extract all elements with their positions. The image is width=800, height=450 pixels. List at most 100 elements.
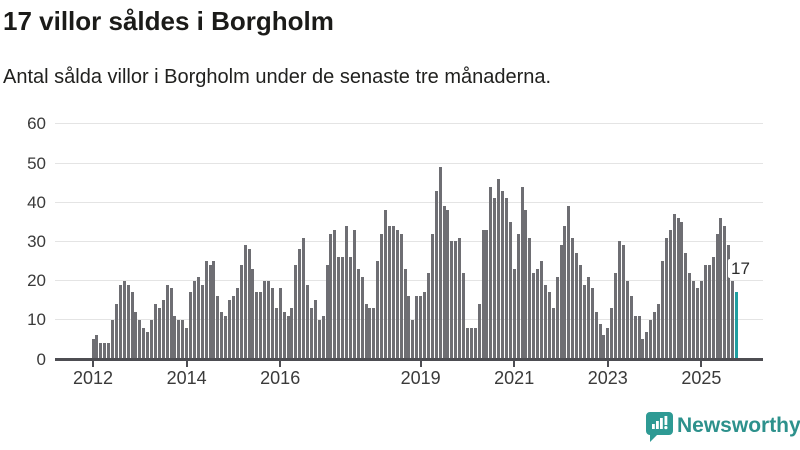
bar (107, 343, 111, 359)
bar (528, 237, 532, 359)
x-axis-tick (185, 360, 188, 367)
bar (454, 241, 458, 359)
bar (524, 210, 528, 359)
bar (485, 229, 489, 359)
bar (150, 319, 153, 359)
bar (122, 280, 126, 359)
bar (559, 245, 563, 359)
bar (321, 315, 325, 359)
bar (220, 311, 224, 359)
bar (173, 315, 177, 359)
bar (348, 257, 352, 359)
bar (430, 233, 434, 359)
gridline (55, 201, 763, 203)
bar (157, 308, 161, 359)
x-axis-tick-label: 2014 (166, 368, 207, 388)
bar (657, 304, 660, 359)
value-annotation: 17 (728, 259, 753, 278)
gridline (55, 162, 763, 164)
page-title: 17 villor såldes i Borgholm (3, 6, 334, 36)
bar (688, 272, 692, 359)
bar (664, 237, 668, 359)
bar (228, 300, 231, 359)
bar (614, 272, 618, 359)
bar (329, 233, 333, 359)
bar (645, 331, 649, 359)
bar (469, 327, 473, 359)
bar (204, 261, 208, 359)
bar (582, 284, 586, 359)
x-axis-line (55, 358, 763, 361)
bar (536, 268, 540, 359)
bar (637, 315, 641, 359)
bar (715, 233, 719, 359)
bar (126, 284, 130, 359)
gridline (55, 240, 763, 242)
bar (290, 308, 294, 359)
bar (692, 280, 696, 359)
bar (731, 280, 735, 359)
y-axis-tick-label: 0 (36, 349, 46, 369)
x-axis-tick-label: 2019 (400, 368, 441, 388)
y-axis-tick-label: 40 (27, 192, 46, 212)
bar (189, 292, 192, 359)
bar (606, 327, 610, 359)
bar (516, 233, 520, 359)
bar (239, 264, 243, 359)
bar (192, 280, 196, 359)
newsworthy-logo: Newsworthy (644, 411, 800, 447)
y-axis-tick-label: 60 (27, 114, 46, 134)
bar (368, 308, 372, 359)
bar (551, 308, 555, 359)
bar (504, 198, 508, 359)
bar (489, 186, 493, 359)
bar (563, 225, 567, 359)
bar (395, 229, 399, 359)
bar (419, 296, 423, 359)
bar (473, 327, 477, 359)
bar (672, 214, 676, 359)
bar (235, 288, 239, 359)
x-axis-tick (279, 360, 282, 367)
x-axis-tick (700, 360, 703, 367)
bar (629, 296, 633, 359)
bar (153, 304, 157, 359)
bar (411, 319, 415, 359)
bar (196, 276, 200, 359)
gridline (55, 123, 763, 125)
bar (477, 304, 481, 359)
bar (259, 292, 263, 359)
bar (103, 343, 107, 359)
brand-name: Newsworthy (677, 414, 800, 437)
bar (423, 292, 426, 359)
bar (181, 319, 185, 359)
bar (555, 276, 559, 359)
bar (177, 319, 181, 359)
x-axis-tick (419, 360, 422, 367)
bar (668, 229, 672, 359)
bar (247, 249, 251, 359)
bar (114, 304, 118, 359)
bar (380, 233, 384, 359)
bar (508, 221, 512, 359)
bar (165, 284, 169, 359)
bar (134, 311, 138, 359)
bar (465, 327, 469, 359)
bar (341, 257, 345, 359)
bar (270, 288, 274, 359)
bar (286, 315, 290, 359)
bar (142, 327, 146, 359)
bar (610, 308, 614, 359)
bar (356, 268, 360, 359)
bar (185, 327, 189, 359)
bar (333, 229, 337, 359)
bar (493, 198, 497, 359)
bar (543, 284, 547, 359)
bar (243, 245, 247, 359)
bar (306, 284, 309, 359)
x-axis-tick (513, 360, 516, 367)
bar (707, 264, 711, 359)
bar (309, 308, 313, 359)
bar (719, 217, 723, 359)
bar (216, 296, 220, 359)
